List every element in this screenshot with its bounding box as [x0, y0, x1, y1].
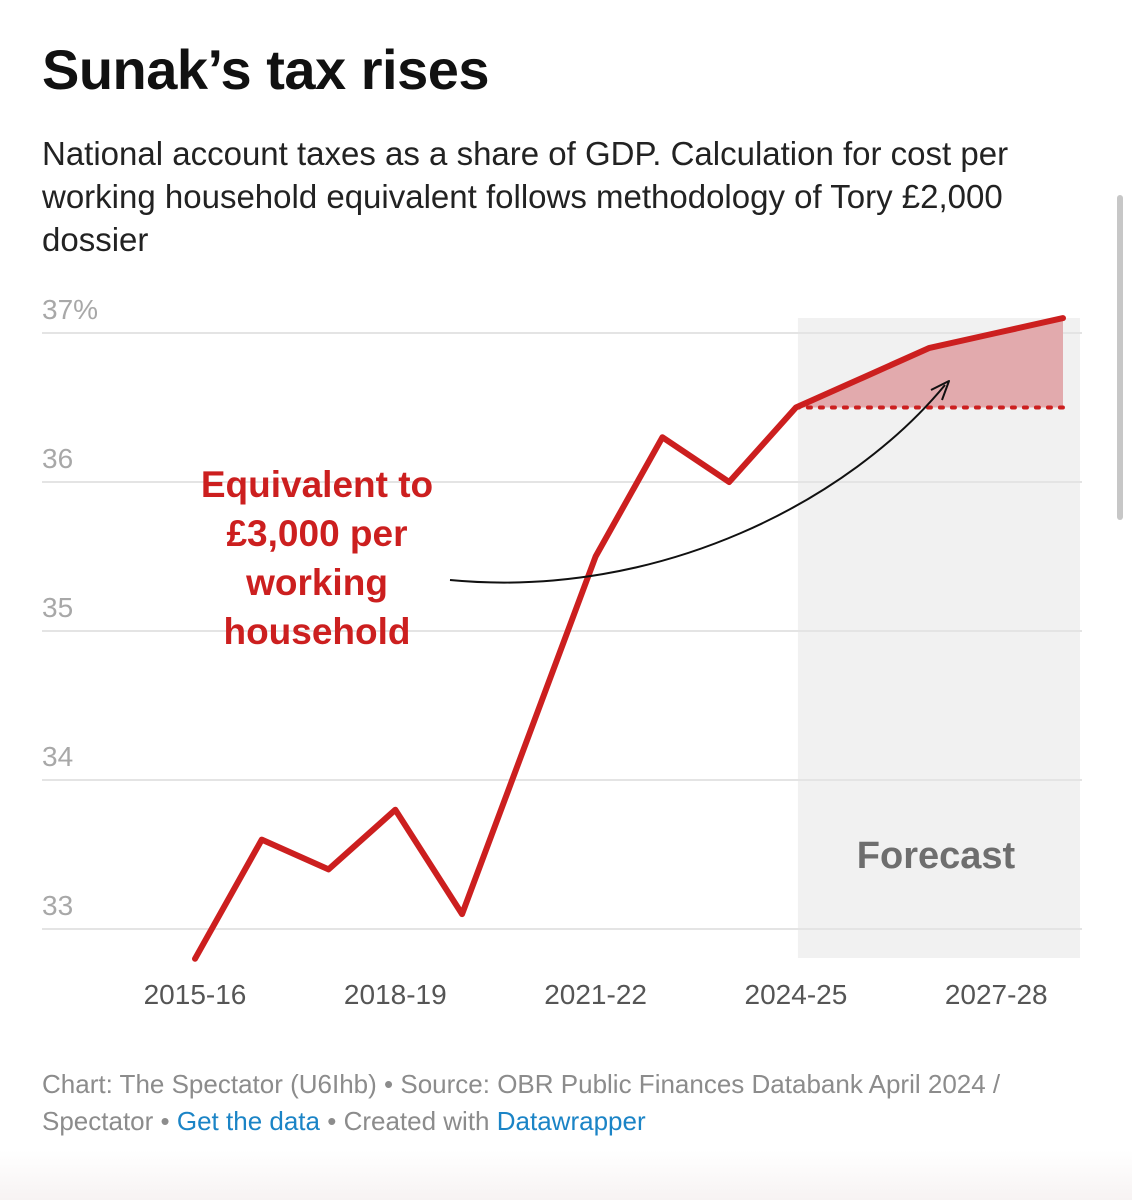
x-tick-label: 2018-19	[344, 979, 447, 1010]
line-chart: Forecast 33 34 35 36 37% 2015-16 2018-19 2021-…	[42, 294, 1082, 1010]
created-with-text: Created with	[343, 1106, 490, 1136]
annotation-line: household	[223, 611, 410, 652]
x-tick-label: 2015-16	[144, 979, 247, 1010]
annotation-arrow	[449, 380, 950, 584]
forecast-region: Forecast	[797, 318, 1080, 958]
increase-area	[793, 318, 1065, 410]
gridlines	[42, 332, 1082, 930]
x-tick-label: 2027-28	[945, 979, 1048, 1010]
chart-title: Sunak’s tax rises	[42, 38, 490, 101]
chart-footer: Chart: The Spectator (U6Ihb) • Source: O…	[42, 1066, 1092, 1140]
forecast-label: Forecast	[857, 835, 1016, 877]
forecast-shade	[797, 318, 1080, 958]
increase-fill	[795, 318, 1063, 408]
get-data-link[interactable]: Get the data	[176, 1106, 320, 1136]
footer-separator: •	[160, 1106, 170, 1136]
arrow-head	[930, 380, 950, 401]
x-tick-label: 2021-22	[544, 979, 647, 1010]
datawrapper-link[interactable]: Datawrapper	[496, 1106, 646, 1136]
footer-separator: •	[327, 1106, 337, 1136]
x-tick-label: 2024-25	[745, 979, 848, 1010]
y-tick-label: 36	[42, 443, 73, 474]
y-tick-label: 34	[42, 741, 73, 772]
arrow-curve	[449, 384, 946, 584]
y-tick-label: 35	[42, 592, 73, 623]
annotation-line: Equivalent to	[201, 464, 433, 505]
chart-source: Source: OBR Public Finances Databank Apr…	[42, 1069, 1001, 1136]
annotation-line: £3,000 per	[226, 513, 407, 554]
footer-separator: •	[384, 1069, 394, 1099]
series-layer	[192, 315, 1066, 962]
y-tick-label: 37%	[42, 294, 98, 325]
annotation-line: working	[245, 562, 388, 603]
y-axis-ticks: 33 34 35 36 37%	[42, 294, 98, 921]
series-line	[192, 315, 1066, 962]
chart-subtitle: National account taxes as a share of GDP…	[42, 135, 1009, 258]
chart-credit: Chart: The Spectator (U6Ihb)	[42, 1069, 377, 1099]
x-axis-ticks: 2015-16 2018-19 2021-22 2024-25 2027-28	[144, 979, 1048, 1010]
scrollbar[interactable]	[1117, 195, 1123, 520]
y-tick-label: 33	[42, 890, 73, 921]
annotation: Equivalent to £3,000 per working household	[201, 464, 433, 652]
